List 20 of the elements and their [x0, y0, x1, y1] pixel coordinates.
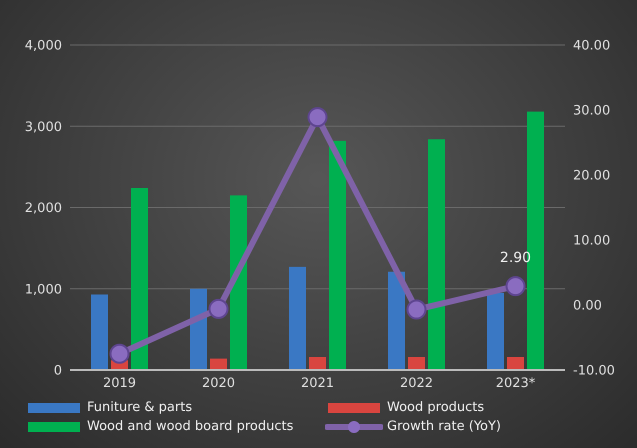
- y-tick-label: 1,000: [24, 282, 62, 298]
- legend-label: Wood products: [387, 400, 484, 415]
- y-tick-label: 0: [54, 364, 62, 379]
- x-tick-label: 2022: [400, 376, 434, 392]
- x-tick-label: 2020: [202, 376, 236, 392]
- y2-tick-label: 20.00: [573, 168, 610, 184]
- y2-tick-label: 0.00: [573, 298, 602, 314]
- legend-label: Funiture & parts: [87, 400, 192, 415]
- y-tick-label: 2,000: [24, 201, 62, 216]
- y2-tick-label: -10.00: [573, 364, 615, 379]
- y2-tick-label: 30.00: [573, 104, 610, 119]
- x-tick-label: 2019: [102, 376, 136, 392]
- x-tick-label: 2021: [300, 376, 334, 392]
- legend-label: Wood and wood board products: [87, 419, 294, 434]
- y-tick-label: 3,000: [24, 120, 62, 135]
- y2-tick-label: 40.00: [573, 38, 610, 54]
- x-tick-label: 2023*: [496, 376, 536, 392]
- y2-tick-label: 10.00: [573, 234, 610, 249]
- legend-label: Growth rate (YoY): [387, 419, 501, 434]
- y-tick-label: 4,000: [24, 38, 62, 54]
